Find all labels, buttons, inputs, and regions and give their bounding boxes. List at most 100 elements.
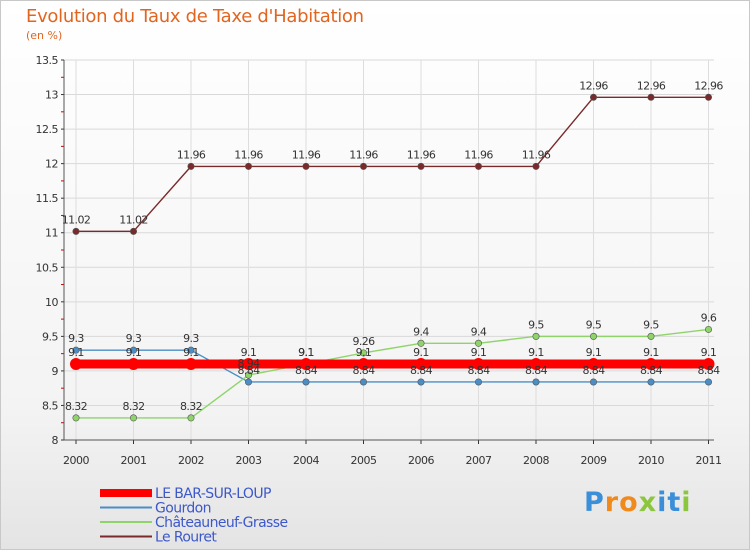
data-point [472,358,485,370]
data-point [302,378,310,386]
data-point [245,371,253,379]
y-tick-label: 10 [45,296,58,309]
data-point [357,358,370,370]
data-label: 9.26 [352,335,375,348]
y-tick-label: 13 [45,89,58,102]
x-tick-label: 2004 [293,454,319,467]
data-label: 11.02 [62,213,91,226]
logo-letter: r [604,487,620,518]
data-point [530,358,542,370]
y-tick-label: 12 [45,158,58,171]
data-point [417,339,425,347]
legend-label: LE BAR-SUR-LOUP [155,486,271,502]
series-line-1 [76,349,709,383]
y-tick-label: 10.5 [36,261,59,274]
data-point [359,349,367,357]
y-tick-label: 12.5 [36,123,59,136]
data-label: 11.96 [407,148,436,161]
data-label: 9.5 [643,318,659,331]
proxiti-logo: Proxiti [584,487,692,518]
data-point [474,162,482,170]
data-label: 12.96 [637,79,666,92]
data-point [130,227,138,235]
x-tick-label: 2003 [236,454,262,467]
data-label: 11.96 [177,148,206,161]
data-label: 9.1 [701,346,717,359]
data-label: 9.3 [68,332,84,345]
data-label: 11.02 [119,213,148,226]
logo-letter: i [681,487,692,518]
data-label: 9.1 [356,346,372,359]
data-point [474,378,482,386]
data-label: 11.96 [464,148,493,161]
legend-label: Châteauneuf-Grasse [155,515,287,531]
data-label: 9.4 [413,325,429,338]
data-label: 11.96 [292,148,321,161]
series-line-2 [76,328,709,419]
x-tick-label: 2001 [121,454,147,467]
data-label: 8.84 [525,364,548,377]
data-point [185,358,197,370]
data-label: 9.3 [183,332,199,345]
data-point [72,346,80,354]
data-point [645,358,657,370]
data-label: 9.5 [528,318,544,331]
data-point [187,346,195,354]
data-point [589,378,597,386]
x-tick-label: 2007 [466,454,492,467]
data-point [415,358,427,370]
data-point [589,93,597,101]
data-point [474,339,482,347]
x-tick-label: 2006 [408,454,434,467]
data-point [589,332,597,340]
data-label: 9.1 [586,346,602,359]
data-point [704,325,712,333]
logo-letter: t [667,487,682,518]
data-label: 9.5 [586,318,602,331]
data-label: 9.1 [471,346,487,359]
data-label: 9.1 [413,346,429,359]
x-tick-label: 2008 [523,454,549,467]
x-tick-label: 2009 [581,454,607,467]
data-label: 9.1 [183,346,199,359]
data-point [300,358,312,370]
data-point [647,93,655,101]
data-point [245,162,253,170]
data-label: 8.32 [180,400,202,413]
data-label: 12.96 [579,79,608,92]
data-point [532,332,540,340]
data-label: 9.1 [126,346,142,359]
logo-letter: o [619,487,639,518]
data-label: 12.96 [694,79,723,92]
x-tick-label: 2000 [63,454,89,467]
data-point [187,414,195,422]
x-tick-label: 2005 [351,454,377,467]
data-label: 8.84 [640,364,663,377]
data-label: 9.1 [68,346,84,359]
data-label: 9.1 [241,346,257,359]
legend-label: Le Rouret [155,530,217,546]
data-label: 11.96 [349,148,378,161]
data-label: 9.1 [298,346,314,359]
y-tick-label: 8.5 [42,399,58,412]
data-point [187,162,195,170]
y-tick-label: 9.5 [42,330,58,343]
data-point [245,378,253,386]
data-point [359,162,367,170]
data-point [417,378,425,386]
data-point [587,358,600,370]
data-label: 8.84 [295,364,318,377]
data-label: 9.1 [528,346,544,359]
data-point [704,378,712,386]
y-tick-label: 13.5 [36,54,59,67]
data-label: 8.94 [237,357,260,370]
data-label: 8.84 [697,364,720,377]
data-label: 11.96 [522,148,551,161]
logo-letter: x [638,487,658,518]
data-label: 9.6 [701,311,717,324]
data-label: 8.84 [237,364,260,377]
data-label: 8.84 [410,364,433,377]
chart-subtitle: (en %) [26,29,63,42]
